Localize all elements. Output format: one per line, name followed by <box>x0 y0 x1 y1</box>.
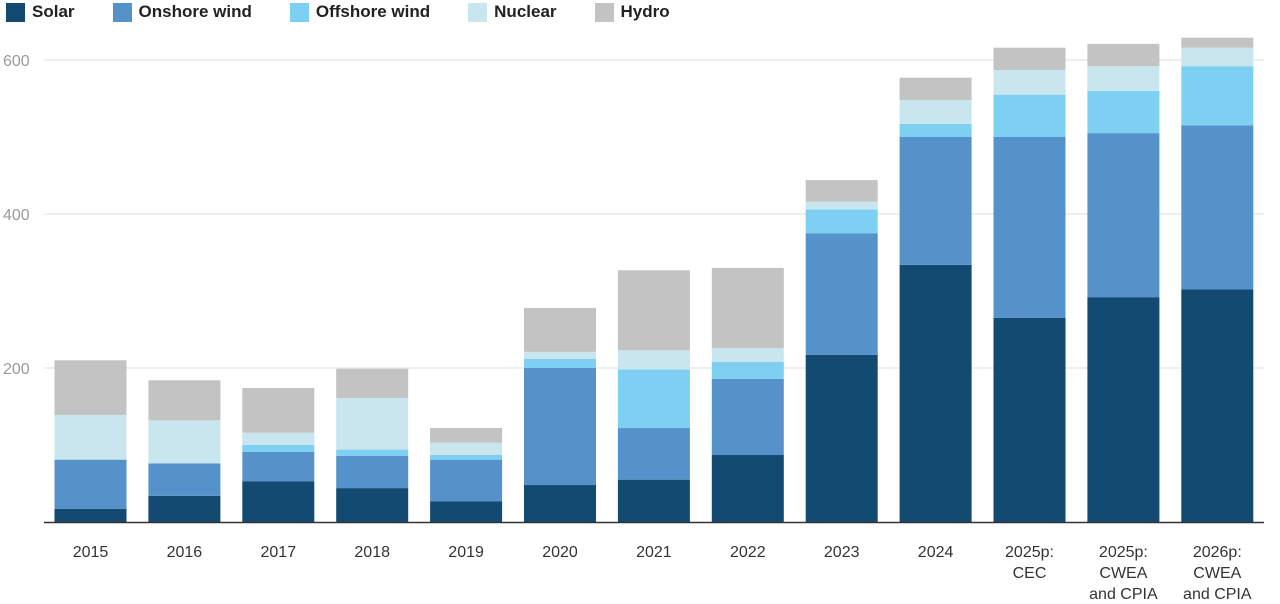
legend-label-nuclear: Nuclear <box>494 2 557 21</box>
legend-item-hydro: Hydro <box>594 2 670 22</box>
bar-hydro-2019 <box>430 428 503 443</box>
bar-hydro-2025p-cwea-and-cpia <box>1087 43 1160 67</box>
bar-offshore-wind-2021 <box>617 369 690 429</box>
bar-solar-2017 <box>242 481 315 522</box>
bar-nuclear-2025p-cwea-and-cpia <box>1087 66 1160 91</box>
bar-offshore-wind-2025p-cwea-and-cpia <box>1087 90 1160 134</box>
legend-item-solar: Solar <box>6 2 75 22</box>
bar-solar-2025p-cwea-and-cpia <box>1087 297 1160 522</box>
x-tick-label-2016: 2016 <box>167 544 203 561</box>
bar-hydro-2017 <box>242 388 315 433</box>
legend-swatch-offshore-wind <box>289 2 309 22</box>
bar-solar-2025p-cec <box>993 317 1066 522</box>
y-tick-label-600: 600 <box>3 53 30 70</box>
x-tick-label-2020: 2020 <box>542 544 578 561</box>
bar-onshore-wind-2018 <box>336 455 409 489</box>
x-tick-label-2022: 2022 <box>730 544 766 561</box>
legend-swatch-hydro <box>594 2 614 22</box>
bar-nuclear-2022 <box>711 347 784 362</box>
bar-hydro-2026p-cwea-and-cpia <box>1181 37 1254 48</box>
bar-nuclear-2024 <box>899 100 972 124</box>
bar-nuclear-2020 <box>524 351 596 359</box>
bar-solar-2019 <box>430 501 503 522</box>
bar-hydro-2015 <box>54 360 127 415</box>
x-tick-label-2024: 2024 <box>918 544 954 561</box>
legend-item-nuclear: Nuclear <box>468 2 557 22</box>
bar-hydro-2025p-cec <box>993 47 1066 71</box>
bar-onshore-wind-2025p-cwea-and-cpia <box>1087 133 1160 298</box>
bar-hydro-2021 <box>617 270 690 351</box>
bar-offshore-wind-2020 <box>524 358 596 368</box>
x-tick-label-2018: 2018 <box>354 544 390 561</box>
x-tick-label-2015: 2015 <box>73 544 109 561</box>
x-tick-label-2025p-cwea-and-cpia: 2025p: CWEA and CPIA <box>1089 544 1158 603</box>
bar-offshore-wind-2023 <box>805 209 878 234</box>
bar-offshore-wind-2017 <box>242 445 315 452</box>
bar-onshore-wind-2015 <box>54 459 127 509</box>
bar-offshore-wind-2018 <box>336 449 409 456</box>
bar-nuclear-2025p-cec <box>993 70 1066 95</box>
bar-solar-2026p-cwea-and-cpia <box>1181 289 1254 522</box>
bar-hydro-2022 <box>711 267 784 348</box>
bar-offshore-wind-2025p-cec <box>993 94 1066 137</box>
bar-nuclear-2015 <box>54 414 127 460</box>
bar-offshore-wind-2024 <box>899 123 972 137</box>
chart-legend: Solar Onshore wind Offshore wind Nuclear… <box>6 0 708 24</box>
bar-hydro-2023 <box>805 180 878 202</box>
bar-hydro-2016 <box>148 380 221 421</box>
bar-hydro-2020 <box>524 307 596 352</box>
bar-nuclear-2018 <box>336 398 409 450</box>
bar-onshore-wind-2024 <box>899 137 972 265</box>
bar-solar-2020 <box>524 485 596 522</box>
x-tick-label-2023: 2023 <box>824 544 860 561</box>
bar-offshore-wind-2026p-cwea-and-cpia <box>1181 66 1254 126</box>
bar-solar-2018 <box>336 488 409 522</box>
legend-item-offshore-wind: Offshore wind <box>289 2 431 22</box>
y-tick-label-400: 400 <box>3 207 30 224</box>
legend-swatch-solar <box>6 2 25 22</box>
bar-onshore-wind-2019 <box>430 459 503 502</box>
bar-solar-2015 <box>54 508 127 522</box>
bar-nuclear-2019 <box>430 442 503 456</box>
bar-nuclear-2023 <box>805 201 878 210</box>
bar-offshore-wind-2019 <box>430 455 503 460</box>
bar-solar-2024 <box>899 264 972 522</box>
bar-nuclear-2017 <box>242 432 315 445</box>
bar-offshore-wind-2022 <box>711 361 784 379</box>
bar-hydro-2018 <box>336 368 409 399</box>
legend-item-onshore-wind: Onshore wind <box>112 2 252 22</box>
x-tick-label-2019: 2019 <box>448 544 484 561</box>
bar-onshore-wind-2020 <box>524 368 596 486</box>
legend-label-solar: Solar <box>32 2 75 21</box>
bar-solar-2022 <box>711 455 784 522</box>
bar-onshore-wind-2023 <box>805 233 878 355</box>
bar-onshore-wind-2021 <box>617 428 690 480</box>
x-tick-label-2021: 2021 <box>636 544 672 561</box>
bar-onshore-wind-2016 <box>148 463 221 496</box>
x-tick-label-2025p-cec: 2025p: CEC <box>1005 544 1054 582</box>
bar-solar-2023 <box>805 354 878 522</box>
bar-nuclear-2021 <box>617 350 690 370</box>
bar-nuclear-2026p-cwea-and-cpia <box>1181 47 1254 67</box>
legend-label-offshore-wind: Offshore wind <box>315 2 431 21</box>
x-tick-label-2026p-cwea-and-cpia: 2026p: CWEA and CPIA <box>1183 544 1252 603</box>
bar-nuclear-2016 <box>148 420 221 464</box>
legend-label-hydro: Hydro <box>620 2 670 21</box>
legend-swatch-onshore-wind <box>112 2 132 22</box>
legend-swatch-nuclear <box>468 2 488 22</box>
x-tick-label-2017: 2017 <box>261 544 297 561</box>
bar-onshore-wind-2022 <box>711 378 784 456</box>
bar-solar-2016 <box>148 495 221 522</box>
legend-label-onshore-wind: Onshore wind <box>138 2 252 21</box>
bar-onshore-wind-2017 <box>242 451 315 482</box>
bar-onshore-wind-2025p-cec <box>993 137 1066 318</box>
y-tick-label-200: 200 <box>3 361 30 378</box>
bar-hydro-2024 <box>899 77 972 101</box>
bar-solar-2021 <box>617 479 690 522</box>
bar-onshore-wind-2026p-cwea-and-cpia <box>1181 125 1254 290</box>
